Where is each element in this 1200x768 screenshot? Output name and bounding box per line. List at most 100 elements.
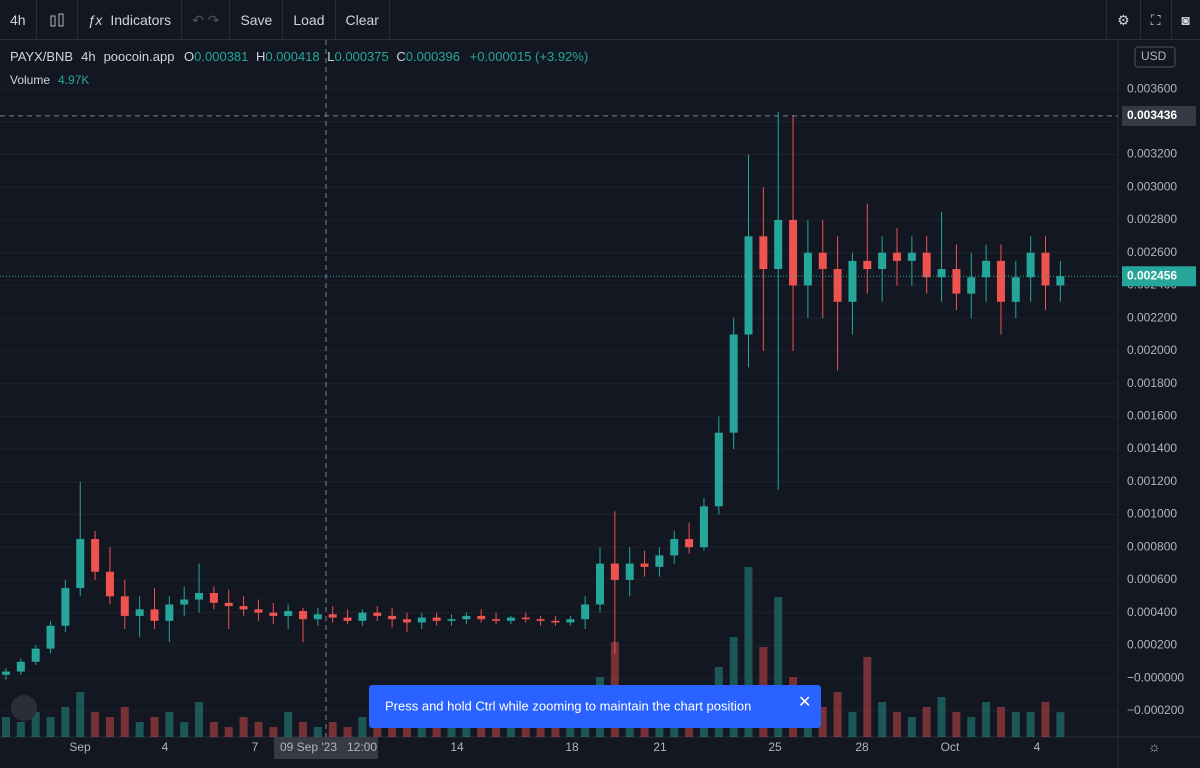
volume-bar (818, 707, 827, 737)
candle-body (209, 593, 218, 603)
volume-bar (506, 722, 515, 737)
candle-body (1026, 252, 1035, 278)
volume-bar (313, 727, 322, 737)
candle-body (818, 252, 827, 270)
candle-body (640, 563, 649, 567)
candle-body (299, 611, 307, 620)
legend-l: 0.000375 (335, 49, 389, 64)
load-button[interactable]: Load (283, 0, 336, 40)
candle-body (135, 609, 144, 616)
indicators-label: Indicators (110, 11, 172, 28)
price-label-box (1122, 105, 1196, 126)
y-tick-label: 0.002600 (1127, 245, 1177, 259)
volume-bar (863, 657, 872, 737)
y-tick-label: 0.000800 (1127, 539, 1177, 553)
price-label-box (1122, 266, 1196, 287)
legend-c: 0.000396 (406, 49, 460, 64)
interval-button[interactable]: 4h (0, 0, 37, 40)
candle-body (492, 619, 501, 621)
volume-bar (1026, 712, 1035, 737)
volume-bar (388, 722, 397, 737)
candle-body (388, 615, 397, 620)
candle-body (833, 269, 842, 302)
volume-bar (150, 717, 159, 737)
candle-body (625, 563, 634, 580)
undo-redo[interactable]: ↶ ↷ (182, 0, 231, 40)
candle-body (447, 619, 456, 621)
volume-bar (16, 722, 25, 737)
price-label: 0.002456 (1127, 268, 1177, 282)
currency-button[interactable] (1134, 46, 1176, 68)
legend-interval: 4h (81, 49, 95, 64)
volume-bar (521, 727, 530, 737)
candle-body (610, 563, 619, 580)
x-tick-label: Sep (69, 740, 91, 754)
volume-bar (135, 722, 144, 737)
candle-body (759, 236, 768, 270)
candle-body (848, 260, 857, 302)
y-tick-label: 0.003600 (1127, 81, 1177, 95)
candle-body (922, 252, 931, 278)
currency-label: USD (1141, 49, 1167, 63)
candle-body (566, 619, 575, 623)
volume-bar (477, 727, 486, 737)
volume-bar (269, 727, 278, 737)
y-tick-label: 0.000200 (1127, 638, 1177, 652)
volume-bar (536, 727, 545, 737)
volume-bar (195, 702, 204, 737)
candle-body (105, 571, 114, 597)
settings-button[interactable]: ⚙ (1106, 0, 1141, 40)
volume-bar (982, 702, 991, 737)
indicators-button[interactable]: ƒx Indicators (78, 0, 183, 40)
candle-body (551, 620, 560, 623)
x-tick-label: Oct (941, 740, 960, 754)
candle-body (982, 260, 991, 278)
crosshair-time-box (274, 737, 378, 759)
logo[interactable] (11, 695, 37, 721)
volume-bar (551, 722, 560, 737)
volume-bar (417, 722, 426, 737)
fullscreen-button[interactable]: ⛶ (1141, 0, 1172, 40)
legend-o: 0.000381 (194, 49, 248, 64)
volume-bar (833, 692, 842, 737)
candle-body (16, 661, 25, 672)
x-tick-label: 28 (855, 740, 869, 754)
y-tick-label: 0.002800 (1127, 212, 1177, 226)
clear-button[interactable]: Clear (336, 0, 390, 40)
candle-body (1041, 252, 1050, 286)
candle-body (937, 269, 946, 278)
y-tick-label: 0.001600 (1127, 408, 1177, 422)
volume-bar (893, 712, 901, 737)
candle-body (506, 617, 515, 621)
screenshot-button[interactable]: ◙ (1181, 11, 1190, 28)
save-button[interactable]: Save (230, 0, 284, 40)
candle-body (284, 611, 293, 616)
candle-body (803, 252, 812, 286)
candle-body (239, 606, 248, 610)
candle-body (402, 619, 411, 623)
candle-body (893, 252, 901, 261)
chart-type-button[interactable] (37, 0, 78, 40)
candle-body (150, 609, 159, 621)
volume-bar (284, 712, 293, 737)
legend: PAYX/BNB 4h poocoin.app O0.000381 H0.00041… (10, 49, 588, 64)
candle-body (46, 625, 55, 649)
candle-body (120, 596, 129, 616)
volume-bar (254, 722, 263, 737)
candle-body (967, 277, 976, 294)
toast-text: Press and hold Ctrl while zooming to mai… (385, 698, 751, 713)
toast-close[interactable]: ✕ (798, 694, 811, 711)
candle-body (477, 615, 486, 620)
volume-bar (774, 597, 783, 737)
toast (369, 685, 821, 728)
axis-settings[interactable]: ☼ (1148, 739, 1161, 755)
legend-symbol: PAYX/BNB (10, 49, 73, 64)
volume-bar (1041, 702, 1050, 737)
candle-body (596, 563, 604, 605)
candle-body (952, 269, 961, 294)
y-tick-label: 0.001000 (1127, 507, 1177, 521)
candle-body (729, 334, 738, 433)
volume-bar (1056, 712, 1065, 737)
candle-body (358, 612, 367, 621)
volume-bar (462, 722, 471, 737)
